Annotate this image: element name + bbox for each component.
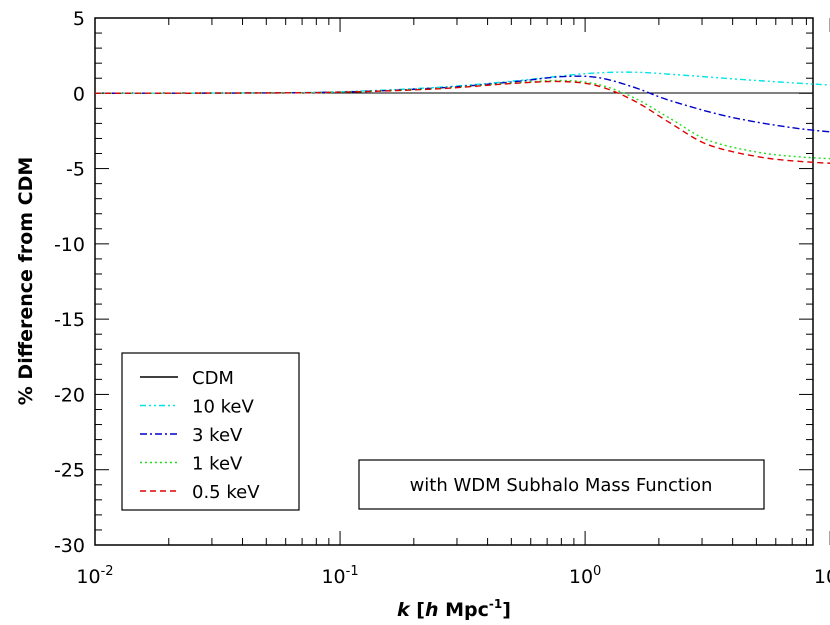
legend-entries: CDM 10 keV 3 keV 1 keV 0.5 keV [140, 368, 260, 503]
legend: CDM 10 keV 3 keV 1 keV 0.5 keV [121, 352, 300, 511]
series-line-10-kev [94, 71, 830, 94]
series-line-3-kev [94, 75, 830, 133]
legend-label: 1 keV [192, 454, 243, 475]
y-axis-title: % Difference from CDM [15, 157, 37, 405]
y-tick-label: -20 [54, 384, 85, 406]
y-tick-label: -30 [54, 535, 85, 557]
minor-ticks [95, 18, 813, 545]
annotation-box [358, 459, 765, 510]
x-tick-label: 10-2 [76, 564, 113, 588]
y-tick-label: -15 [54, 309, 85, 331]
legend-box [121, 352, 300, 511]
x-tick-label: 100 [569, 564, 601, 588]
legend-label: 10 keV [192, 397, 254, 418]
y-tick-label: -10 [54, 234, 85, 256]
annotation-text: with WDM Subhalo Mass Function [410, 475, 713, 496]
plot-frame [94, 17, 814, 546]
legend-label: 0.5 keV [192, 482, 260, 503]
series-layer [94, 71, 830, 164]
x-tick-label: 101 [814, 564, 830, 588]
y-tick-label: 0 [73, 83, 85, 105]
x-axis: 10-210-1100101102 [76, 18, 830, 588]
series-line-1-kev [94, 79, 830, 160]
y-tick-label: -5 [66, 159, 85, 181]
legend-label: CDM [192, 368, 234, 389]
y-tick-label: 5 [73, 8, 85, 30]
y-axis: 5 0 -5 -10 -15 -20 -25 -30 [54, 8, 813, 557]
x-tick-label: 10-1 [321, 564, 358, 588]
legend-label: 3 keV [192, 425, 243, 446]
x-axis-title: k [h Mpc-1] [397, 597, 511, 621]
y-tick-label: -25 [54, 460, 85, 482]
annotation: with WDM Subhalo Mass Function [358, 459, 765, 510]
